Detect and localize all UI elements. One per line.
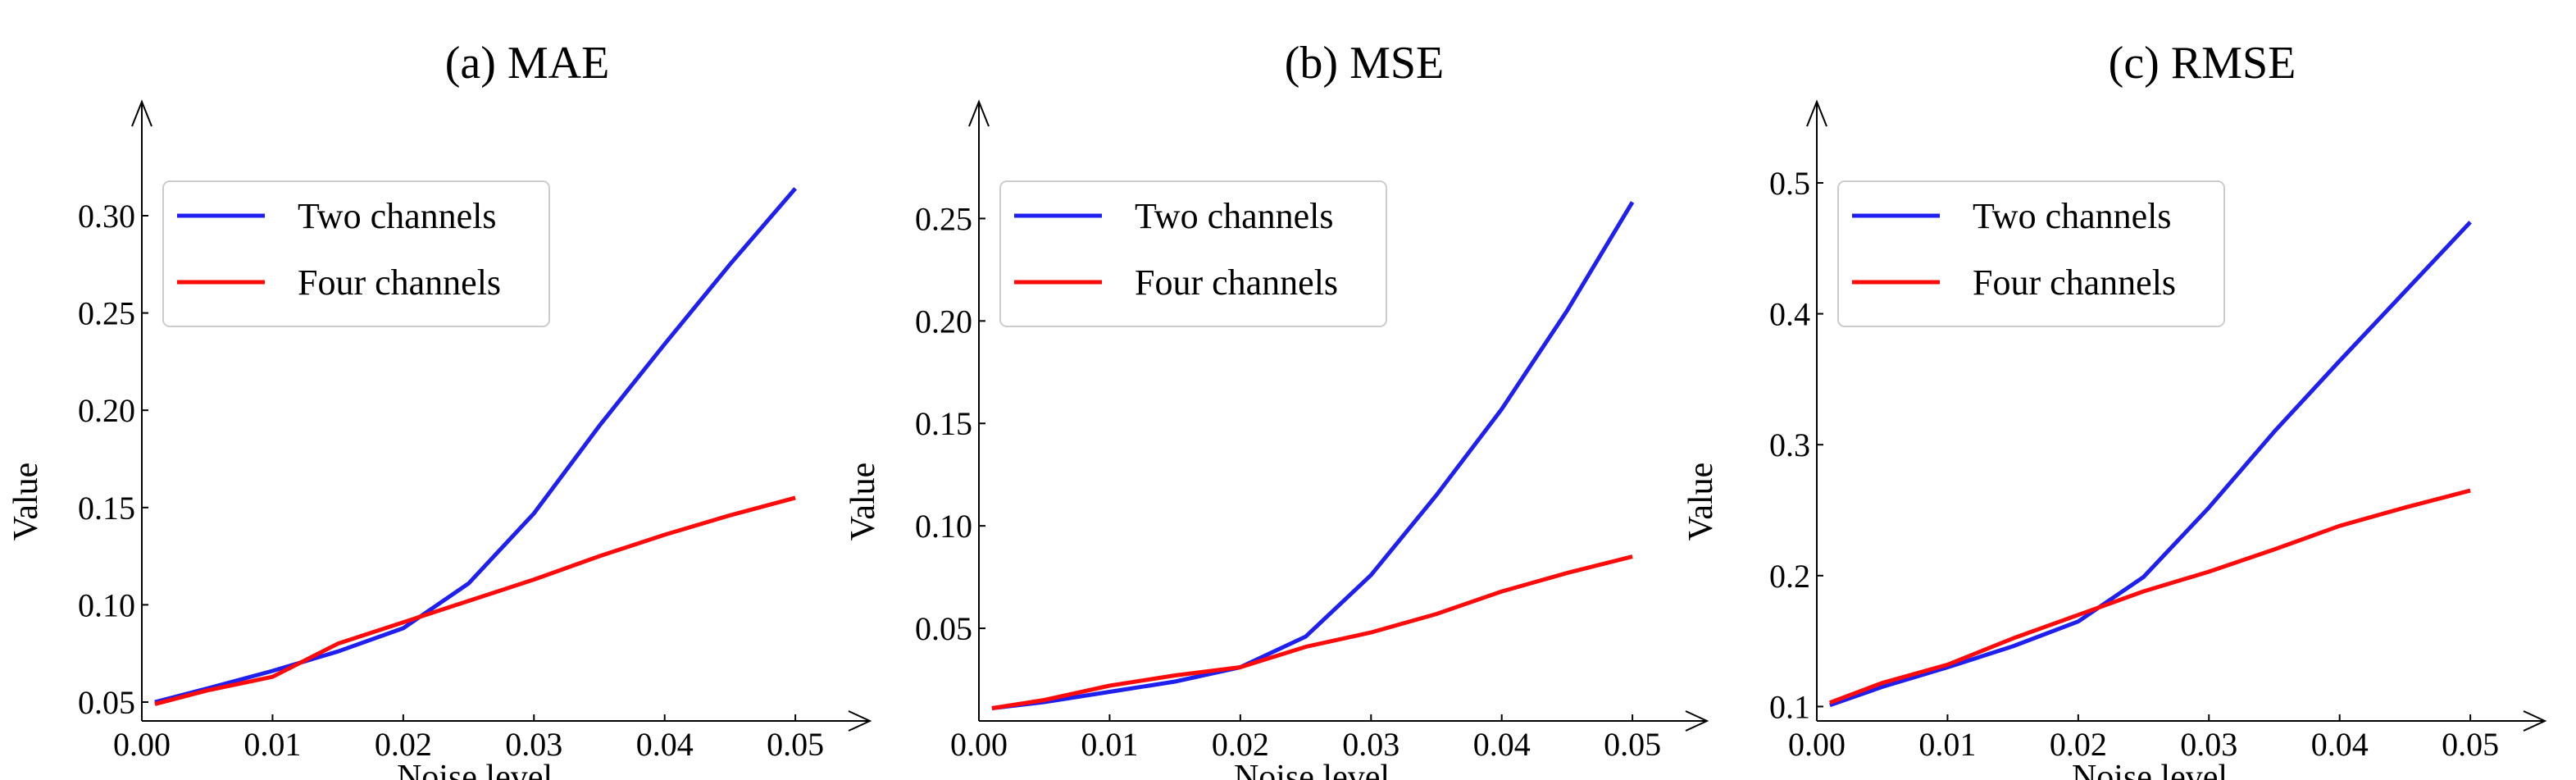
y-tick-label: 0.30 xyxy=(78,198,135,235)
legend-label: Two channels xyxy=(1973,196,2172,236)
series-line-two-channels xyxy=(991,201,1635,710)
y-axis-label: Value xyxy=(844,463,882,541)
x-tick-label: 0.03 xyxy=(1342,726,1400,763)
x-axis-label: Noise level xyxy=(397,759,553,780)
chart-title: (b) MSE xyxy=(1285,38,1444,89)
y-tick-label: 0.15 xyxy=(78,490,135,527)
legend-label: Four channels xyxy=(1135,262,1338,303)
x-tick-label: 0.03 xyxy=(505,726,562,763)
x-tick-label: 0.02 xyxy=(1212,726,1269,763)
y-tick-label: 0.20 xyxy=(915,303,972,340)
x-tick-label: 0.05 xyxy=(767,726,824,763)
y-tick-label: 0.25 xyxy=(78,295,135,332)
y-axis-arrow xyxy=(131,99,152,127)
x-tick-label: 0.01 xyxy=(1081,726,1138,763)
legend: Two channels Four channels xyxy=(999,180,1387,327)
series-line-four-channels xyxy=(154,495,796,706)
series-line-two-channels xyxy=(1829,221,2472,708)
x-tick-label: 0.04 xyxy=(1473,726,1531,763)
x-tick-label: 0.01 xyxy=(243,726,301,763)
x-tick-label: 0.02 xyxy=(2050,726,2107,763)
x-axis-label: Noise level xyxy=(2072,759,2228,780)
x-axis-label: Noise level xyxy=(1234,759,1390,780)
chart-title: (c) RMSE xyxy=(2109,38,2296,89)
x-tick-label: 0.02 xyxy=(375,726,432,763)
chart-2: (b) MSE 0.00 0.01 0.02 0.03 0.04 0.05 0.05 0.10 0… xyxy=(844,38,1709,780)
x-tick-label: 0.05 xyxy=(1604,726,1661,763)
y-axis-label: Value xyxy=(1682,463,1720,541)
x-tick-label: 0.01 xyxy=(1918,726,1976,763)
x-tick-label: 0.00 xyxy=(113,726,171,763)
y-tick-label: 0.20 xyxy=(78,392,135,429)
y-tick-label: 0.05 xyxy=(78,684,135,721)
legend-label: Four channels xyxy=(1973,262,2176,303)
chart-1: (a) MAE 0.00 0.01 0.02 0.03 0.04 0.05 0.05 0.10 0… xyxy=(7,38,872,780)
y-axis-arrow xyxy=(1806,99,1827,127)
y-tick-label: 0.05 xyxy=(915,610,972,647)
series-line-four-channels xyxy=(991,554,1633,710)
x-tick-label: 0.00 xyxy=(1788,726,1846,763)
y-tick-label: 0.25 xyxy=(915,200,972,237)
series-line-two-channels xyxy=(154,187,797,705)
y-tick-label: 0.15 xyxy=(915,405,972,442)
chart-title: (a) MAE xyxy=(445,38,610,89)
series-line-four-channels xyxy=(1829,488,2471,705)
y-tick-label: 0.4 xyxy=(1769,296,1810,333)
y-tick-label: 0.5 xyxy=(1769,165,1810,202)
y-tick-label: 0.3 xyxy=(1769,426,1810,463)
legend: Two channels Four channels xyxy=(162,180,550,327)
y-axis-arrow xyxy=(968,99,990,127)
y-tick-label: 0.10 xyxy=(915,508,972,545)
x-tick-label: 0.05 xyxy=(2442,726,2499,763)
y-tick-label: 0.2 xyxy=(1769,558,1810,595)
chart-3: (c) RMSE 0.00 0.01 0.02 0.03 0.04 0.05 0.1 0.2 0.… xyxy=(1682,38,2547,780)
x-axis-arrow xyxy=(1685,710,1709,732)
x-tick-label: 0.00 xyxy=(950,726,1008,763)
legend-label: Two channels xyxy=(298,196,497,236)
x-tick-label: 0.04 xyxy=(2311,726,2369,763)
x-axis-arrow xyxy=(848,710,872,732)
x-tick-label: 0.04 xyxy=(636,726,694,763)
x-axis-arrow xyxy=(2523,710,2547,732)
y-tick-label: 0.1 xyxy=(1769,688,1810,725)
y-axis-label: Value xyxy=(7,463,45,541)
y-tick-label: 0.10 xyxy=(78,586,135,623)
legend: Two channels Four channels xyxy=(1837,180,2225,327)
legend-label: Four channels xyxy=(298,262,501,303)
x-tick-label: 0.03 xyxy=(2180,726,2237,763)
legend-label: Two channels xyxy=(1135,196,1334,236)
